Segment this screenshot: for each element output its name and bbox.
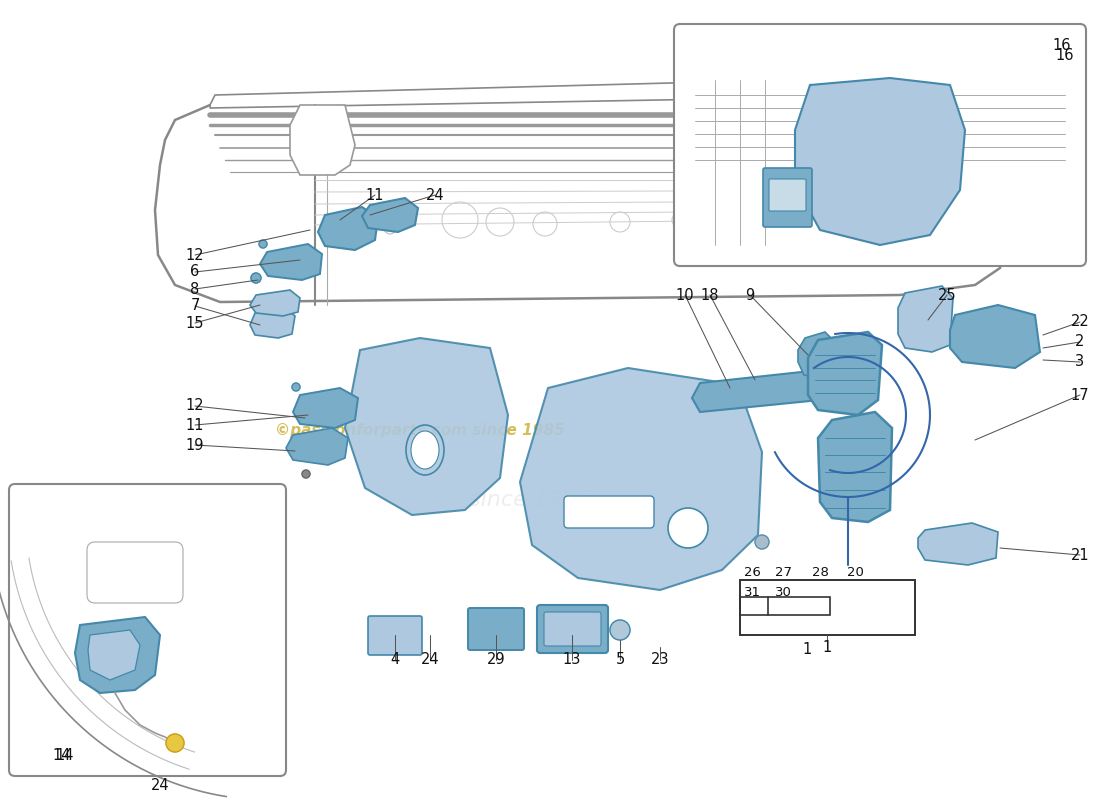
- Text: 16: 16: [1056, 47, 1075, 62]
- Text: 4: 4: [390, 653, 399, 667]
- Circle shape: [755, 535, 769, 549]
- Text: 24: 24: [420, 653, 439, 667]
- Polygon shape: [918, 523, 998, 565]
- Text: 3: 3: [1076, 354, 1085, 370]
- Polygon shape: [88, 630, 140, 680]
- FancyBboxPatch shape: [674, 24, 1086, 266]
- Text: 6: 6: [190, 265, 199, 279]
- Text: 16: 16: [1053, 38, 1071, 53]
- Text: 18: 18: [701, 287, 719, 302]
- Text: 29: 29: [486, 653, 505, 667]
- Circle shape: [292, 383, 300, 391]
- Text: since 1985: since 1985: [470, 490, 591, 510]
- Text: 15: 15: [186, 315, 205, 330]
- FancyBboxPatch shape: [368, 616, 422, 655]
- Circle shape: [668, 508, 708, 548]
- Text: 2: 2: [1076, 334, 1085, 350]
- Polygon shape: [808, 332, 882, 415]
- FancyBboxPatch shape: [763, 168, 812, 227]
- Polygon shape: [950, 305, 1040, 368]
- Text: 24: 24: [151, 778, 169, 793]
- Polygon shape: [345, 338, 508, 515]
- Text: 1: 1: [802, 642, 812, 657]
- Text: 12: 12: [186, 247, 205, 262]
- Text: 17: 17: [1070, 387, 1089, 402]
- Circle shape: [251, 273, 261, 283]
- Text: 20: 20: [847, 566, 864, 578]
- Text: 11: 11: [365, 187, 384, 202]
- Polygon shape: [818, 412, 892, 522]
- FancyBboxPatch shape: [564, 496, 654, 528]
- Text: 10: 10: [675, 287, 694, 302]
- Circle shape: [166, 734, 184, 752]
- Polygon shape: [318, 207, 378, 250]
- Text: 19: 19: [186, 438, 205, 453]
- Polygon shape: [293, 388, 358, 428]
- Text: 28: 28: [812, 566, 828, 578]
- Polygon shape: [798, 332, 833, 378]
- Text: 13: 13: [563, 653, 581, 667]
- Polygon shape: [286, 428, 348, 465]
- Polygon shape: [290, 105, 355, 175]
- Text: 11: 11: [186, 418, 205, 433]
- Text: 9: 9: [746, 287, 755, 302]
- Text: 1: 1: [823, 641, 832, 655]
- Text: 23: 23: [651, 653, 669, 667]
- Text: ©passionforparts.com since 1985: ©passionforparts.com since 1985: [275, 422, 564, 438]
- Text: 5: 5: [615, 653, 625, 667]
- Text: 24: 24: [426, 187, 444, 202]
- FancyBboxPatch shape: [9, 484, 286, 776]
- Text: 22: 22: [1070, 314, 1089, 330]
- Polygon shape: [795, 78, 965, 245]
- Bar: [740, 580, 915, 635]
- Text: 21: 21: [1070, 547, 1089, 562]
- Bar: [740, 597, 830, 615]
- Polygon shape: [520, 368, 762, 590]
- Text: 30: 30: [774, 586, 791, 598]
- Circle shape: [302, 470, 310, 478]
- FancyBboxPatch shape: [769, 179, 806, 211]
- Polygon shape: [692, 370, 832, 412]
- FancyBboxPatch shape: [87, 542, 183, 603]
- Text: 14: 14: [56, 749, 75, 763]
- Text: 14: 14: [53, 749, 72, 763]
- Polygon shape: [362, 198, 418, 232]
- Polygon shape: [250, 290, 300, 316]
- Text: 25: 25: [937, 287, 956, 302]
- Text: 7: 7: [190, 298, 200, 314]
- Polygon shape: [260, 244, 322, 280]
- Ellipse shape: [411, 431, 439, 469]
- FancyBboxPatch shape: [544, 612, 601, 646]
- Polygon shape: [155, 88, 1012, 302]
- Text: 31: 31: [744, 586, 760, 598]
- Polygon shape: [210, 78, 940, 108]
- Circle shape: [610, 620, 630, 640]
- Circle shape: [258, 240, 267, 248]
- Text: 27: 27: [774, 566, 792, 578]
- Text: 26: 26: [744, 566, 760, 578]
- Text: 8: 8: [190, 282, 199, 297]
- Polygon shape: [898, 286, 953, 352]
- Text: 12: 12: [186, 398, 205, 414]
- Polygon shape: [250, 308, 295, 338]
- FancyBboxPatch shape: [537, 605, 608, 653]
- FancyBboxPatch shape: [468, 608, 524, 650]
- Polygon shape: [75, 617, 160, 693]
